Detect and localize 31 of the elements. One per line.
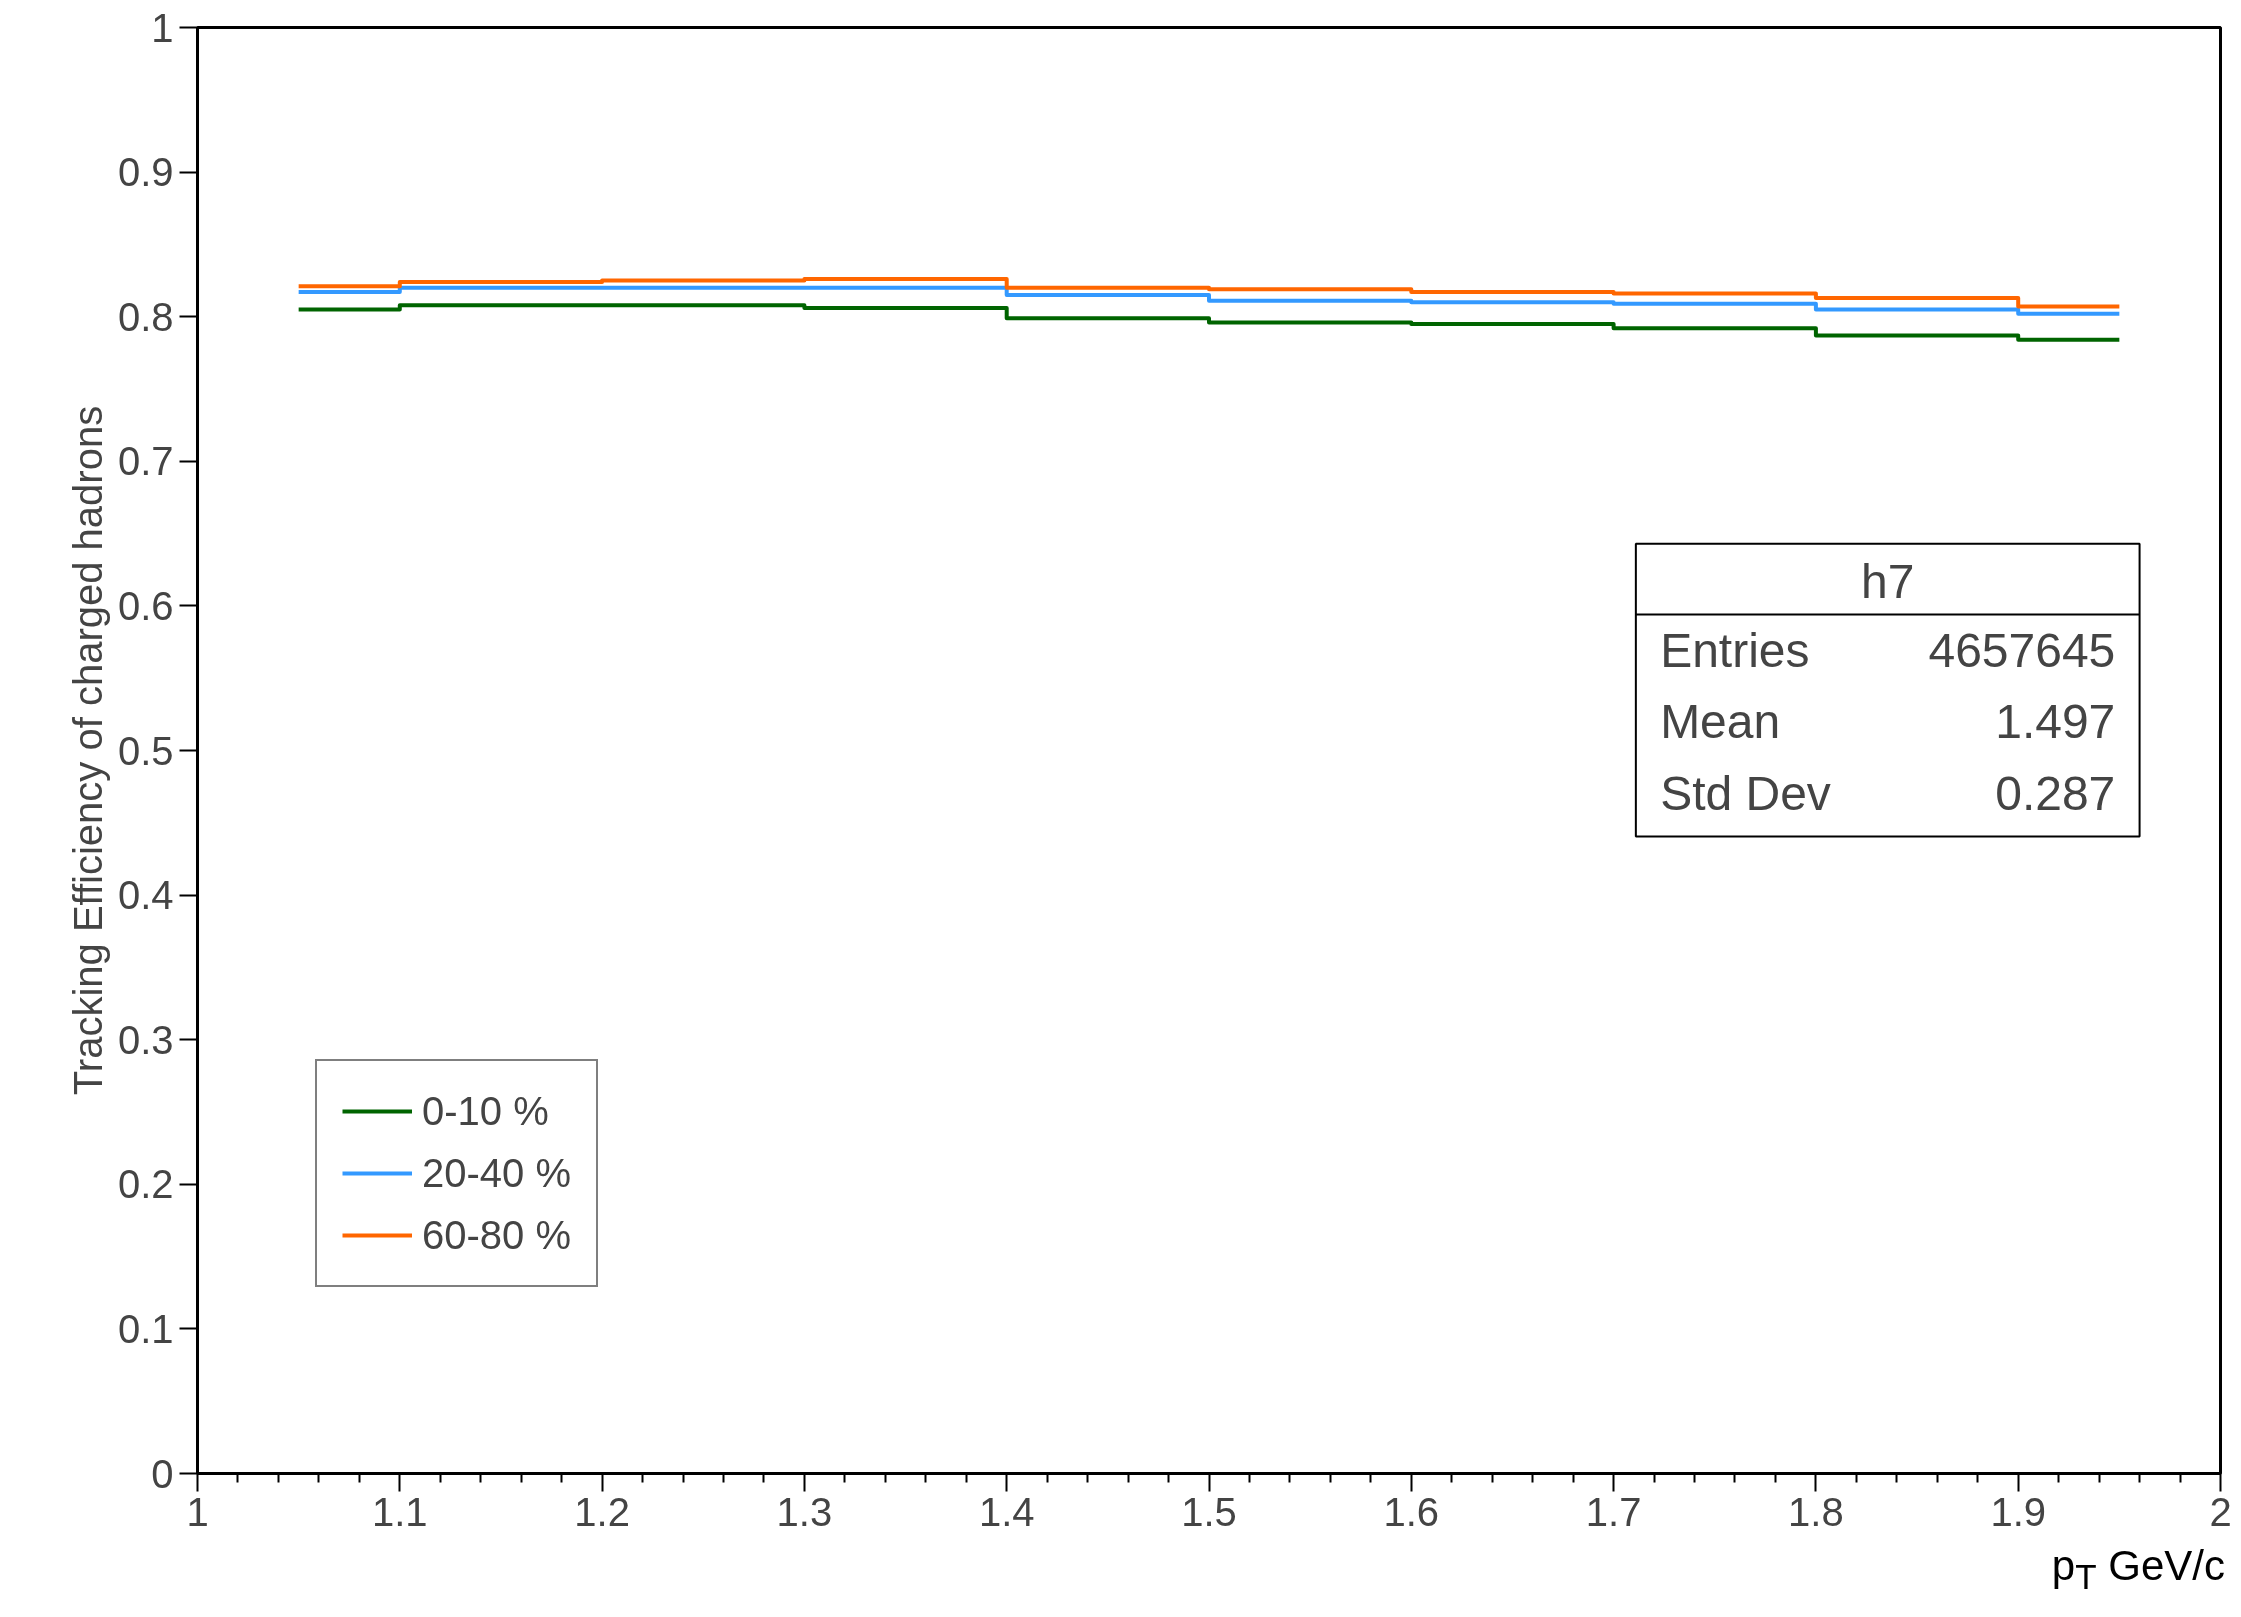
x-tick-label: 1.4 [978,1489,1035,1534]
y-tick-label: 0.5 [117,728,174,773]
annotation: h7 [1861,554,1915,608]
y-tick-label: 0.3 [117,1017,174,1062]
y-tick-label: 0.2 [117,1162,174,1207]
x-tick-label: 1.2 [574,1489,630,1534]
x-tick-label: 1.3 [776,1489,833,1534]
x-tick-label: 1.5 [1181,1489,1237,1534]
y-axis-title: Tracking Efficiency of charged hadrons [65,405,110,1096]
legend-label: 0-10 % [422,1088,549,1134]
legend-label: 20-40 % [422,1150,571,1196]
x-tick-label: 1 [186,1489,209,1534]
text: Entries 4657645 [1660,623,2116,677]
y-tick-label: 0.8 [117,294,174,339]
text: Std Dev 0.287 [1660,767,2116,821]
x-tick-label: 1.6 [1383,1489,1440,1534]
y-tick-label: 0.7 [117,439,174,484]
x-tick-label: 1.8 [1788,1489,1844,1534]
text: Mean 1.497 [1660,695,2116,749]
y-tick-label: 1 [151,5,174,50]
x-axis-title: p$_{T}$ GeV/c [2051,1542,2225,1599]
y-tick-label: 0 [151,1451,174,1496]
y-tick-label: 0.9 [117,150,174,195]
y-tick-label: 0.6 [117,583,174,628]
x-tick-label: 1.9 [1990,1489,2047,1534]
x-tick-label: 1.7 [1585,1489,1642,1534]
y-tick-label: 0.1 [117,1306,174,1351]
x-tick-label: 1.1 [372,1489,428,1534]
legend-label: 60-80 % [422,1212,571,1258]
x-tick-label: 2 [2209,1489,2232,1534]
y-tick-label: 0.4 [117,873,174,918]
